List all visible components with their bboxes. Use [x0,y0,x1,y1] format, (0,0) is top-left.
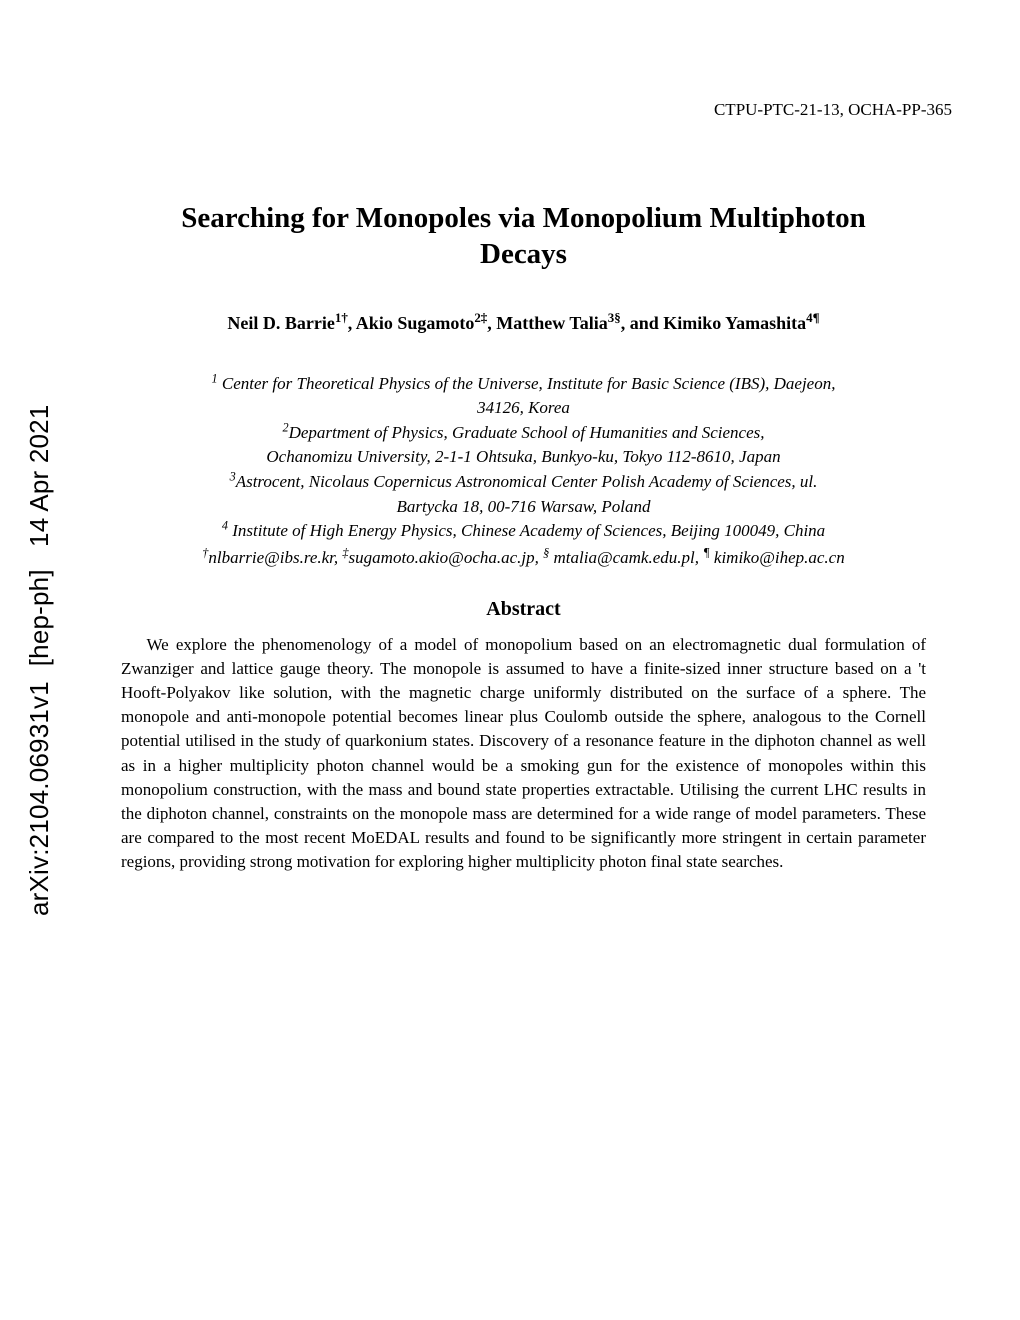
arxiv-id: arXiv:2104.06931v1 [24,681,54,916]
affil-4: Institute of High Energy Physics, Chines… [232,521,825,540]
author-emails: †nlbarrie@ibs.re.kr, ‡sugamoto.akio@ocha… [95,548,952,568]
affil-2-line2: Ochanomizu University, 2-1-1 Ohtsuka, Bu… [266,447,780,466]
arxiv-date: 14 Apr 2021 [24,404,54,546]
paper-title: Searching for Monopoles via Monopolium M… [95,200,952,273]
abstract-body: We explore the phenomenology of a model … [95,633,952,874]
author-list: Neil D. Barrie1†, Akio Sugamoto2‡, Matth… [95,313,952,334]
abstract-heading: Abstract [95,598,952,621]
affil-2-line1: Department of Physics, Graduate School o… [289,423,765,442]
affil-1-line1: Center for Theoretical Physics of the Un… [222,374,836,393]
report-id: CTPU-PTC-21-13, OCHA-PP-365 [95,100,952,120]
affiliations: 1 Center for Theoretical Physics of the … [95,372,952,544]
affil-3-line1: Astrocent, Nicolaus Copernicus Astronomi… [236,472,818,491]
title-line-2: Decays [480,238,567,270]
arxiv-stamp: arXiv:2104.06931v1 [hep-ph] 14 Apr 2021 [24,404,55,915]
arxiv-category: [hep-ph] [24,569,54,666]
affil-3-line2: Bartycka 18, 00-716 Warsaw, Poland [396,497,650,516]
affil-1-line2: 34126, Korea [477,398,570,417]
page-content: CTPU-PTC-21-13, OCHA-PP-365 Searching fo… [95,0,952,874]
title-line-1: Searching for Monopoles via Monopolium M… [181,202,866,234]
